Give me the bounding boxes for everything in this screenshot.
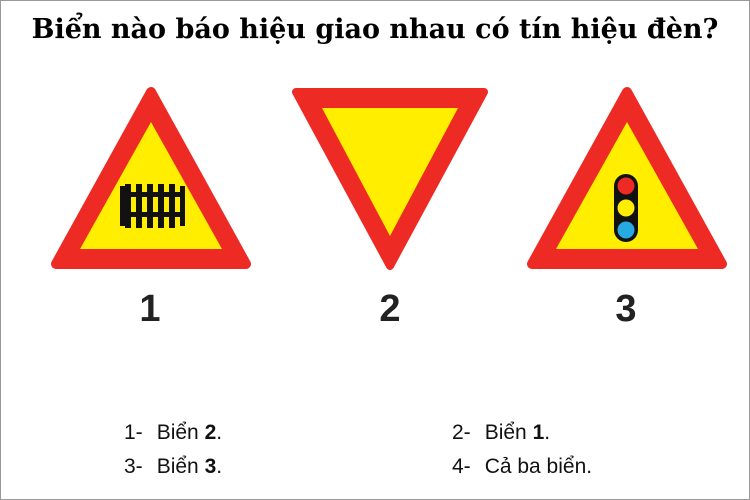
sign-1-railway-crossing xyxy=(50,86,252,272)
answer-option-1[interactable]: 1- Biển 2. xyxy=(124,421,222,445)
answer-3-index: 3- xyxy=(124,455,143,478)
sign-number-3: 3 xyxy=(615,288,637,330)
answer-4-prefix: Cả ba biển. xyxy=(484,455,593,478)
answer-1-suffix: . xyxy=(216,421,223,444)
traffic-light-icon xyxy=(614,174,638,242)
answer-1-bold: 2 xyxy=(204,421,217,444)
sign-number-1: 1 xyxy=(139,288,161,330)
answer-1-prefix: Biển xyxy=(156,421,205,444)
answer-4-index: 4- xyxy=(452,455,471,478)
sign-2-give-way xyxy=(290,86,490,272)
answer-2-prefix: Biển xyxy=(484,421,533,444)
answer-option-4[interactable]: 4- Cả ba biển. xyxy=(452,455,592,479)
answer-1-index: 1- xyxy=(124,421,143,444)
answer-option-2[interactable]: 2- Biển 1. xyxy=(452,421,550,445)
sign-2-fill xyxy=(322,108,458,236)
answer-option-3[interactable]: 3- Biển 3. xyxy=(124,455,222,479)
answer-3-bold: 3 xyxy=(204,455,217,478)
answer-2-suffix: . xyxy=(544,421,551,444)
railway-fence-icon xyxy=(120,184,185,228)
answer-3-prefix: Biển xyxy=(156,455,205,478)
question-title: Biển nào báo hiệu giao nhau có tín hiệu … xyxy=(31,14,719,45)
answer-2-index: 2- xyxy=(452,421,471,444)
sign-3-traffic-light xyxy=(526,86,728,272)
answer-2-bold: 1 xyxy=(532,421,545,444)
sign-number-2: 2 xyxy=(379,288,401,330)
answer-3-suffix: . xyxy=(216,455,223,478)
